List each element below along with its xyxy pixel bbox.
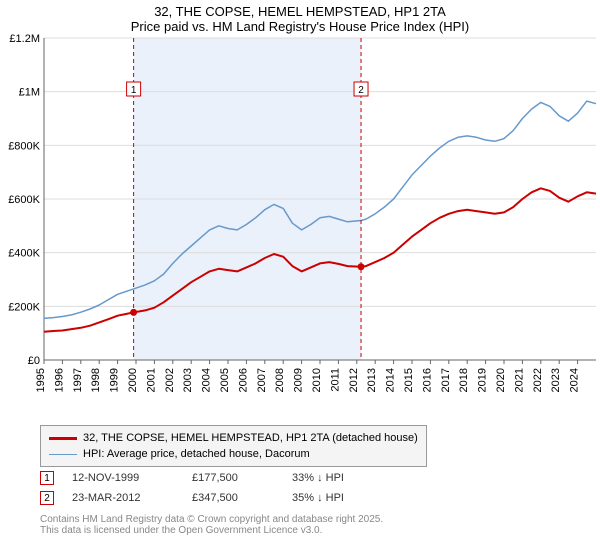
svg-text:2004: 2004 xyxy=(201,368,213,392)
table-row: 1 12-NOV-1999 £177,500 33% ↓ HPI xyxy=(40,468,392,488)
svg-text:£1.2M: £1.2M xyxy=(9,34,40,45)
svg-text:2019: 2019 xyxy=(477,368,489,392)
cell-pct: 33% ↓ HPI xyxy=(292,472,392,484)
svg-text:1995: 1995 xyxy=(35,368,47,392)
cell-pct: 35% ↓ HPI xyxy=(292,492,392,504)
svg-text:£400K: £400K xyxy=(8,248,40,260)
legend-label: 32, THE COPSE, HEMEL HEMPSTEAD, HP1 2TA … xyxy=(83,432,418,444)
chart-subtitle: Price paid vs. HM Land Registry's House … xyxy=(0,19,600,34)
footer-notes: Contains HM Land Registry data © Crown c… xyxy=(40,514,383,536)
svg-text:2023: 2023 xyxy=(550,368,562,392)
svg-text:2017: 2017 xyxy=(440,368,452,392)
svg-text:2001: 2001 xyxy=(145,368,157,392)
svg-text:1: 1 xyxy=(131,85,137,96)
svg-text:2022: 2022 xyxy=(532,368,544,392)
cell-date: 12-NOV-1999 xyxy=(72,472,192,484)
chart-title: 32, THE COPSE, HEMEL HEMPSTEAD, HP1 2TA xyxy=(0,4,600,19)
svg-text:1996: 1996 xyxy=(53,368,65,392)
svg-text:2007: 2007 xyxy=(256,368,268,392)
legend-item-hpi: HPI: Average price, detached house, Daco… xyxy=(49,446,418,462)
marker-icon: 1 xyxy=(40,471,54,485)
svg-text:2021: 2021 xyxy=(513,368,525,392)
chart-plot-wrap: £0 £200K £400K £600K £800K £1M £1.2M 1995 1996 19… xyxy=(0,34,600,414)
title-block: 32, THE COPSE, HEMEL HEMPSTEAD, HP1 2TA … xyxy=(0,0,600,34)
svg-text:£800K: £800K xyxy=(8,140,40,152)
svg-text:£200K: £200K xyxy=(8,301,40,313)
svg-text:2024: 2024 xyxy=(569,368,581,392)
legend-swatch xyxy=(49,437,77,440)
legend-item-ppd: 32, THE COPSE, HEMEL HEMPSTEAD, HP1 2TA … xyxy=(49,430,418,446)
svg-text:2011: 2011 xyxy=(329,368,341,392)
svg-text:£600K: £600K xyxy=(8,194,40,206)
svg-text:2009: 2009 xyxy=(293,368,305,392)
svg-text:£1M: £1M xyxy=(19,87,40,99)
footer-line: Contains HM Land Registry data © Crown c… xyxy=(40,514,383,525)
svg-text:2010: 2010 xyxy=(311,368,323,392)
svg-text:1998: 1998 xyxy=(90,368,102,392)
svg-text:2002: 2002 xyxy=(164,368,176,392)
chart-container: 32, THE COPSE, HEMEL HEMPSTEAD, HP1 2TA … xyxy=(0,0,600,560)
svg-text:2000: 2000 xyxy=(127,368,139,392)
svg-text:1999: 1999 xyxy=(109,368,121,392)
legend-swatch xyxy=(49,454,77,455)
svg-text:2016: 2016 xyxy=(421,368,433,392)
svg-text:2015: 2015 xyxy=(403,368,415,392)
svg-text:2020: 2020 xyxy=(495,368,507,392)
cell-price: £347,500 xyxy=(192,492,292,504)
cell-date: 23-MAR-2012 xyxy=(72,492,192,504)
svg-text:2014: 2014 xyxy=(385,368,397,392)
svg-text:£0: £0 xyxy=(28,355,40,367)
cell-price: £177,500 xyxy=(192,472,292,484)
svg-text:2012: 2012 xyxy=(348,368,360,392)
legend: 32, THE COPSE, HEMEL HEMPSTEAD, HP1 2TA … xyxy=(40,425,427,467)
svg-text:2: 2 xyxy=(358,85,364,96)
legend-label: HPI: Average price, detached house, Daco… xyxy=(83,448,310,460)
marker-icon: 2 xyxy=(40,491,54,505)
svg-text:2006: 2006 xyxy=(237,368,249,392)
svg-text:2003: 2003 xyxy=(182,368,194,392)
svg-text:2013: 2013 xyxy=(366,368,378,392)
chart-svg: £0 £200K £400K £600K £800K £1M £1.2M 1995 1996 19… xyxy=(0,34,600,414)
transaction-table: 1 12-NOV-1999 £177,500 33% ↓ HPI 2 23-MA… xyxy=(40,468,392,508)
svg-text:2018: 2018 xyxy=(458,368,470,392)
svg-text:1997: 1997 xyxy=(72,368,84,392)
footer-line: This data is licensed under the Open Gov… xyxy=(40,525,383,536)
table-row: 2 23-MAR-2012 £347,500 35% ↓ HPI xyxy=(40,488,392,508)
svg-text:2008: 2008 xyxy=(274,368,286,392)
svg-text:2005: 2005 xyxy=(219,368,231,392)
